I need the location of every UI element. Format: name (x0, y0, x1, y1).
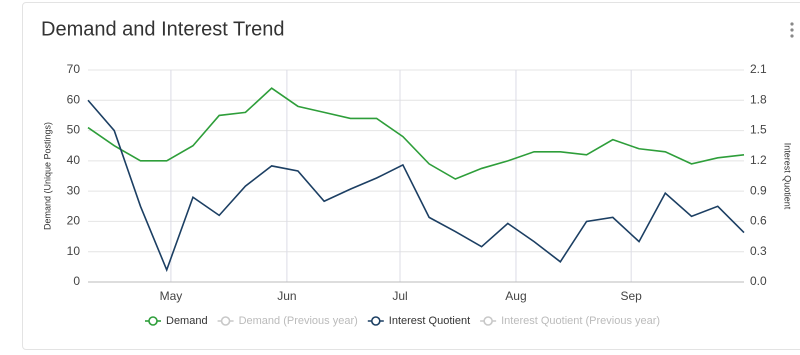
x-tick-label: Jun (277, 289, 296, 303)
y-tick-label: 70 (67, 62, 81, 76)
legend-label[interactable]: Demand (Previous year) (239, 315, 358, 327)
line-series (87, 99, 745, 273)
y2-tick-label: 1.2 (750, 153, 767, 167)
x-tick-label: Aug (505, 289, 526, 303)
card (22, 2, 800, 350)
x-tick-label: Jul (392, 289, 407, 303)
y2-tick-label: 2.1 (750, 62, 767, 76)
legend-icon (483, 316, 493, 326)
y2-tick-label: 0.0 (750, 274, 767, 288)
y-tick-label: 0 (73, 274, 80, 288)
x-tick-label: May (160, 289, 183, 303)
y2-tick-label: 1.5 (750, 123, 767, 137)
line-series (87, 87, 745, 180)
y-tick-label: 60 (67, 92, 81, 106)
y2-tick-label: 0.9 (750, 183, 767, 197)
y-tick-label: 50 (67, 123, 81, 137)
y2-tick-label: 0.3 (750, 244, 767, 258)
y2-axis-label: Interest Quotient (783, 143, 793, 210)
y-tick-label: 10 (67, 244, 81, 258)
legend-label[interactable]: Interest Quotient (Previous year) (501, 315, 660, 327)
y-tick-label: 30 (67, 183, 81, 197)
legend-label[interactable]: Interest Quotient (389, 315, 470, 327)
y-tick-label: 20 (67, 214, 81, 228)
y-tick-label: 40 (67, 153, 81, 167)
legend-icon (220, 316, 231, 326)
legend-icon (370, 316, 381, 326)
menu-button[interactable] (790, 22, 794, 38)
y2-tick-label: 1.8 (750, 92, 767, 106)
chart-title: Demand and Interest Trend (41, 18, 284, 40)
legend-label[interactable]: Demand (166, 315, 208, 327)
y2-tick-label: 0.6 (750, 214, 767, 228)
legend-icon (148, 316, 158, 326)
x-tick-label: Sep (620, 289, 642, 303)
y-axis-label: Demand (Unique Postings) (42, 122, 52, 230)
